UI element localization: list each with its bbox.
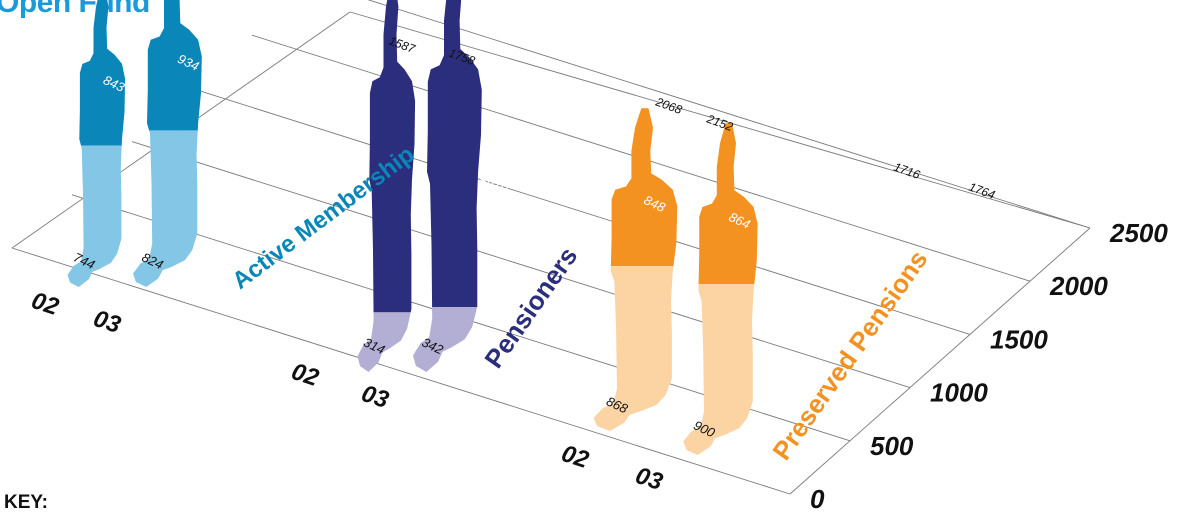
floor-front-edge bbox=[11, 247, 791, 495]
upper-value-label: 1810 bbox=[479, 169, 512, 195]
floor-back-edge bbox=[349, 11, 1091, 229]
y-tick-label: 0 bbox=[810, 484, 825, 514]
y-tick-label: 500 bbox=[870, 431, 914, 461]
key-label: KEY: bbox=[4, 492, 48, 513]
total-value-label: 1764 bbox=[967, 180, 997, 202]
figure-lower-segment bbox=[133, 130, 202, 288]
x-tick-label: 03 bbox=[90, 305, 124, 339]
series-name-label: Pensioners bbox=[478, 241, 583, 373]
figure-bar bbox=[683, 123, 758, 455]
grid-line bbox=[131, 141, 911, 389]
figure-lower-segment bbox=[593, 266, 678, 431]
floor-right-edge bbox=[789, 227, 1091, 495]
page-title: Open Fund bbox=[0, 0, 150, 19]
y-tick-label: 1000 bbox=[930, 378, 988, 408]
figure-bar bbox=[67, 0, 126, 287]
figure-bar bbox=[133, 0, 202, 288]
figure-lower-segment bbox=[683, 284, 758, 455]
grid-line bbox=[367, 0, 1091, 229]
y-tick-label: 2500 bbox=[1109, 218, 1168, 248]
figure-lower-segment bbox=[67, 145, 126, 287]
grid-line bbox=[191, 87, 971, 335]
x-tick-label: 02 bbox=[558, 440, 592, 474]
figure-upper-segment bbox=[593, 108, 678, 267]
figure-upper-segment bbox=[67, 0, 126, 146]
y-tick-label: 1500 bbox=[990, 324, 1048, 354]
x-tick-label: 03 bbox=[358, 380, 392, 414]
figure-upper-segment bbox=[683, 123, 758, 284]
y-tick-label: 2000 bbox=[1049, 271, 1108, 301]
x-tick-label: 02 bbox=[288, 358, 322, 392]
total-value-label: 1716 bbox=[892, 160, 922, 182]
x-tick-label: 03 bbox=[632, 462, 666, 496]
x-tick-label: 02 bbox=[28, 287, 62, 321]
